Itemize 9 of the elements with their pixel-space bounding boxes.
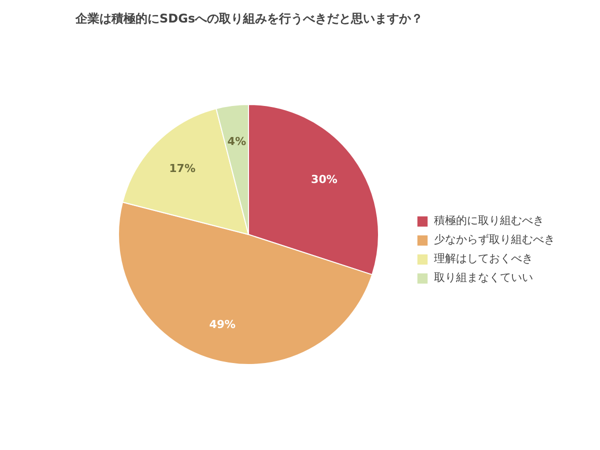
legend-label: 少なからず取り組むべき	[434, 232, 555, 247]
data-label: 17%	[169, 162, 196, 175]
data-label: 30%	[311, 172, 338, 186]
legend-label: 積極的に取り組むべき	[434, 213, 544, 228]
data-label: 49%	[209, 318, 236, 331]
chart-title: 企業は積極的にSDGsへの取り組みを行うべきだと思いますか？	[74, 12, 424, 26]
data-label: 4%	[227, 135, 246, 148]
legend-label: 理解はしておくべき	[434, 251, 533, 266]
legend-label: 取り組まなくていい	[434, 270, 533, 285]
